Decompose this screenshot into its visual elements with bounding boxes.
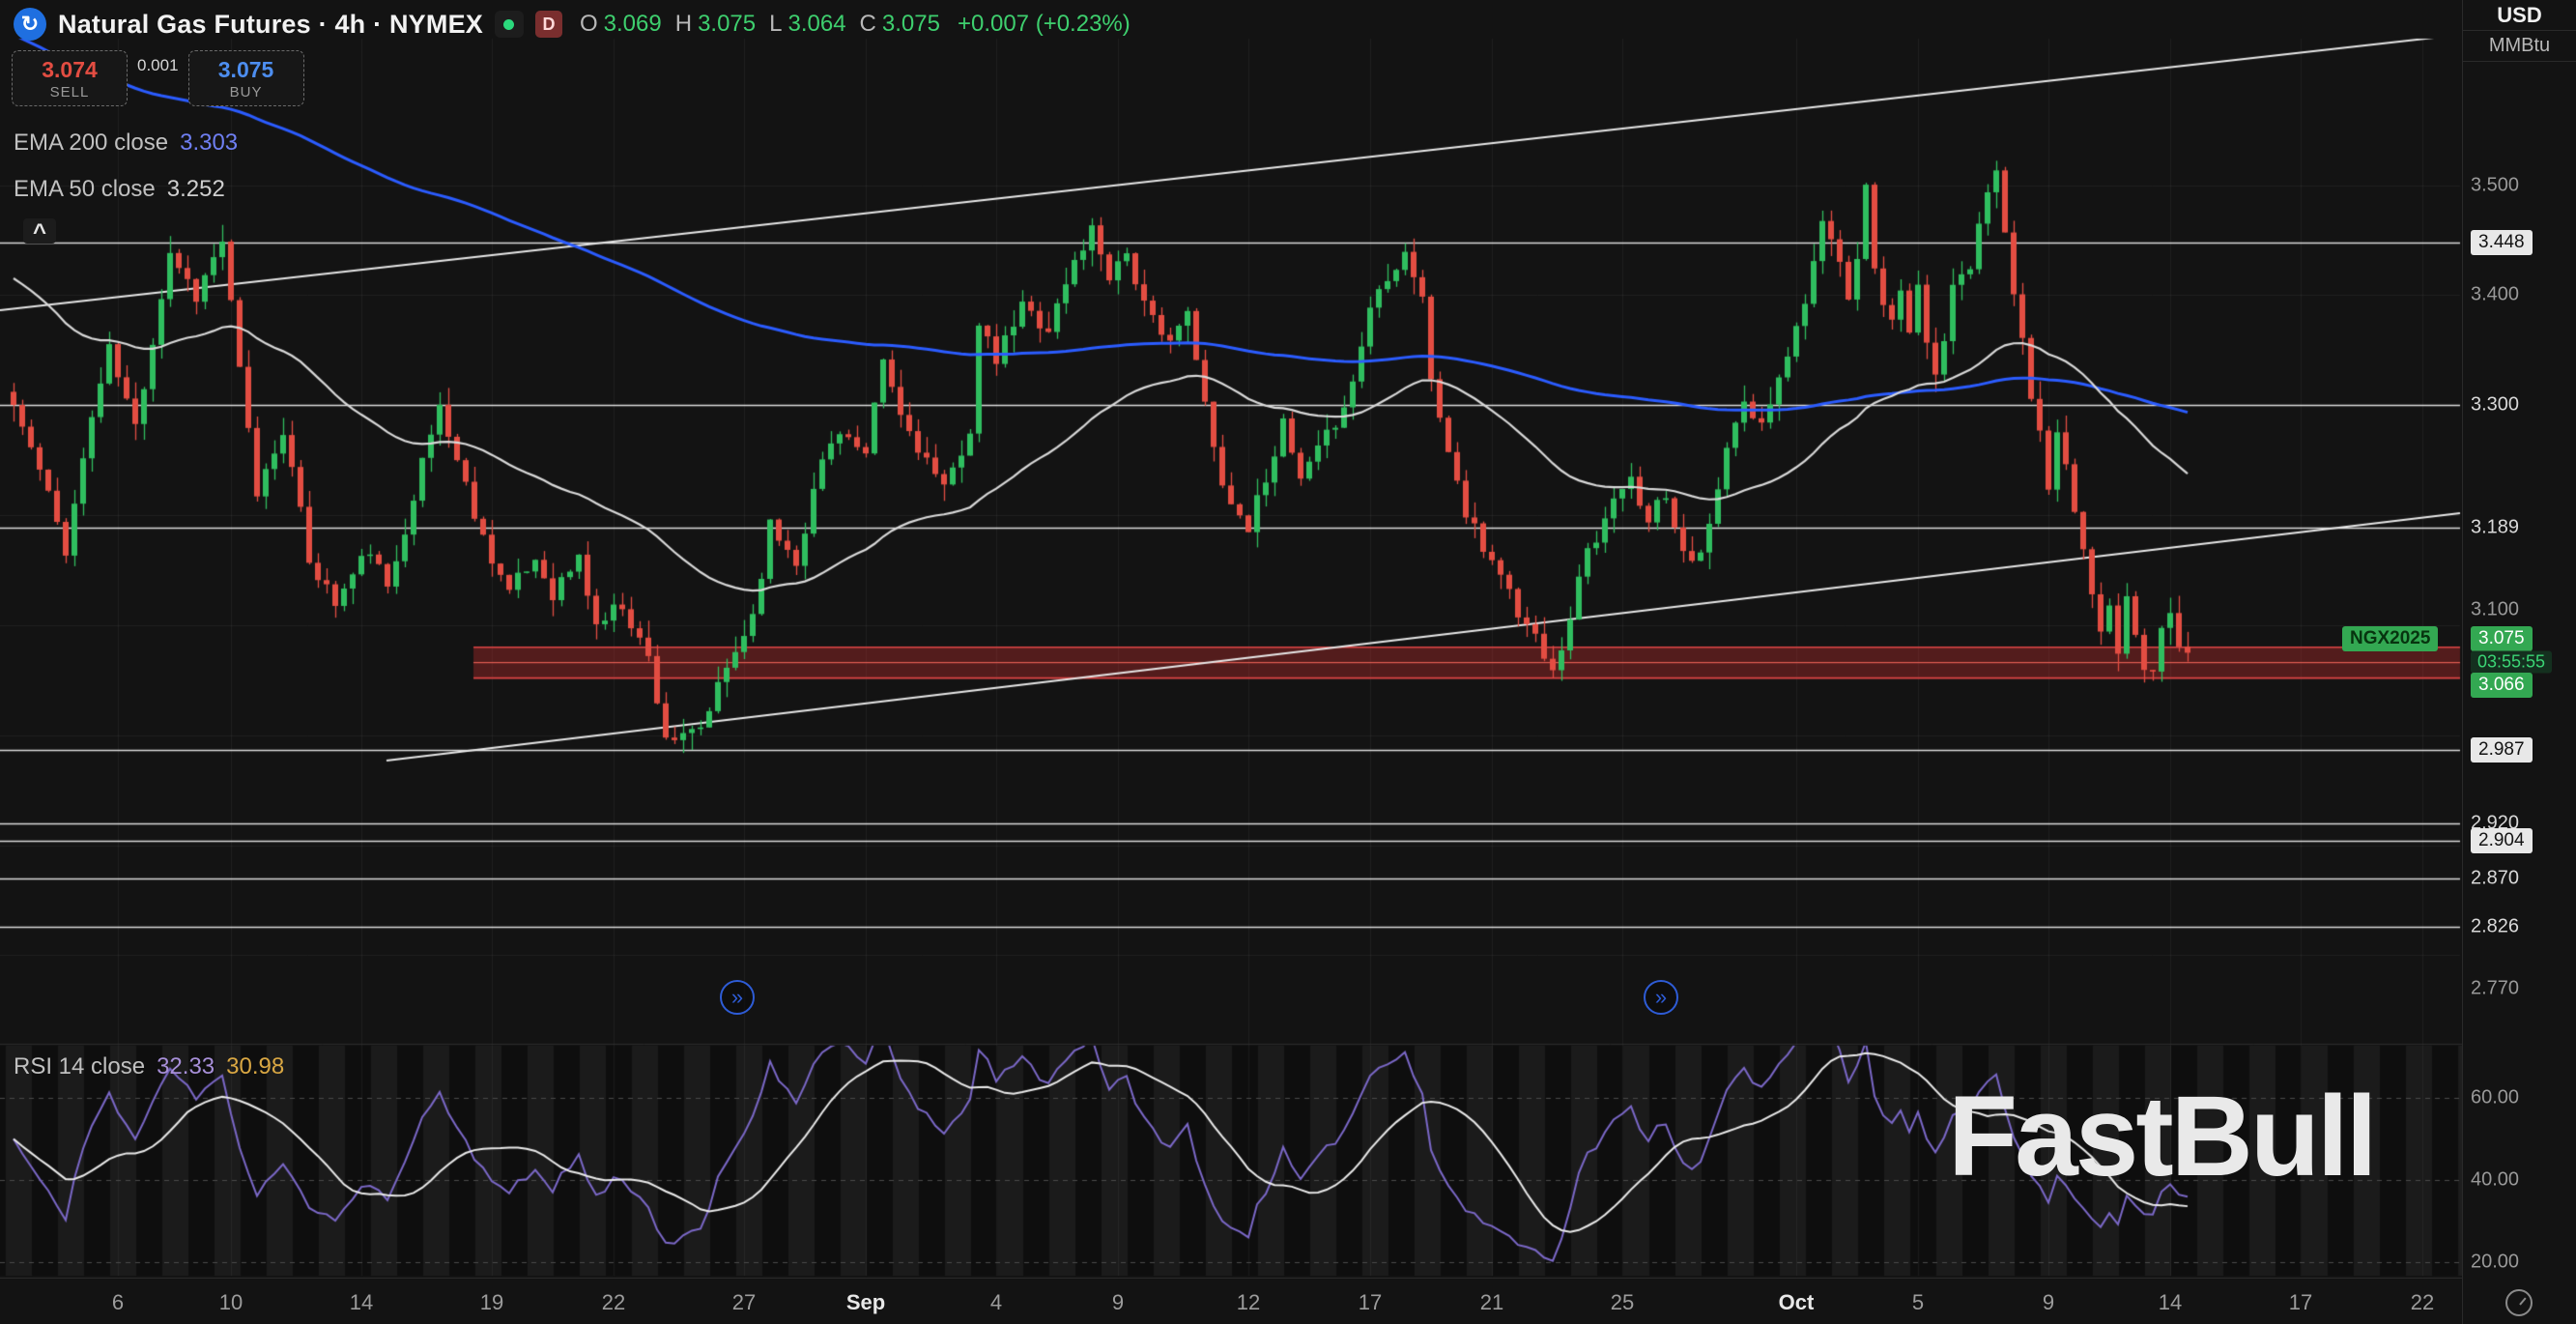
scroll-marker-icon[interactable]: »	[1644, 980, 1678, 1015]
collapse-chevron-icon[interactable]: ^	[23, 218, 56, 245]
market-open-dot-icon	[503, 18, 515, 30]
ema200-value: 3.303	[180, 130, 239, 156]
ema200-legend[interactable]: EMA 200 close 3.303	[14, 130, 238, 157]
price-line-label: 2.920	[2471, 812, 2520, 834]
ohlc-close-value: 3.075	[881, 11, 940, 37]
spread-value: 0.001	[137, 56, 179, 74]
time-axis-label: 9	[1111, 1290, 1125, 1314]
ohlc-low-label: L	[769, 11, 783, 37]
ema50-value: 3.252	[166, 176, 225, 202]
time-axis-label: 6	[111, 1290, 125, 1314]
sell-price: 3.074	[42, 56, 98, 82]
ohlc-high-label: H	[674, 11, 693, 37]
ohlc-low-value: 3.064	[787, 11, 846, 37]
timezone-clock-icon[interactable]	[2505, 1289, 2533, 1316]
time-axis-label: 14	[2158, 1290, 2183, 1314]
ema50-legend[interactable]: EMA 50 close 3.252	[14, 176, 225, 203]
rsi-label: RSI 14 close	[14, 1053, 146, 1079]
buy-price: 3.075	[217, 56, 274, 82]
price-tick-label: 3.500	[2471, 174, 2520, 196]
buy-button[interactable]: 3.075 BUY	[187, 50, 304, 106]
price-tick-label: 2.770	[2471, 977, 2520, 999]
time-axis-label: 5	[1911, 1290, 1925, 1314]
ohlc-readout: O 3.069 H 3.075 L 3.064 C 3.075 +0.007 (…	[580, 11, 1131, 38]
time-axis-label: 21	[1479, 1290, 1504, 1314]
time-axis-label: 17	[2288, 1290, 2313, 1314]
price-line-label: 2.904	[2471, 828, 2533, 854]
ema50-label: EMA 50 close	[14, 176, 156, 202]
price-line-label: 2.870	[2471, 867, 2520, 889]
time-axis-label: 22	[601, 1290, 626, 1314]
time-axis-label: 10	[218, 1290, 243, 1314]
sell-button[interactable]: 3.074 SELL	[12, 50, 128, 106]
time-axis-label: 14	[349, 1290, 374, 1314]
chart-header: ↻ Natural Gas Futures · 4h · NYMEX D O 3…	[14, 8, 1131, 41]
fastbull-watermark: FastBull	[1948, 1073, 2377, 1200]
contract-name-badge[interactable]: NGX2025	[2342, 626, 2439, 652]
ohlc-open-label: O	[579, 11, 598, 37]
time-axis-label: 22	[2410, 1290, 2435, 1314]
time-axis-label: 25	[1610, 1290, 1635, 1314]
rsi-axis-label: 20.00	[2471, 1251, 2520, 1273]
time-axis-label: 9	[2042, 1290, 2055, 1314]
price-line-label: 3.448	[2471, 229, 2533, 255]
clock-hand-icon	[2519, 1297, 2527, 1306]
time-axis-label: 19	[479, 1290, 504, 1314]
bar-countdown: 03:55:55	[2471, 650, 2553, 674]
sell-label: SELL	[49, 83, 90, 101]
axis-unit-label[interactable]: MMBtu	[2463, 31, 2576, 62]
price-line-label: 2.826	[2471, 915, 2520, 937]
contract-price-badge: 3.075	[2471, 626, 2533, 652]
contract-secondary-badge: 3.066	[2471, 673, 2533, 699]
ohlc-change-value: +0.007 (+0.23%)	[957, 11, 1131, 37]
time-axis-label: 17	[1358, 1290, 1383, 1314]
price-line-label: 3.189	[2471, 516, 2520, 538]
time-axis-label: Oct	[1778, 1290, 1815, 1314]
ohlc-open-value: 3.069	[603, 11, 662, 37]
price-axis[interactable]: USD MMBtu 3.500 3.400 3.100 2.770 3.448 3.300…	[2462, 0, 2576, 1324]
rsi-axis-label: 60.00	[2471, 1086, 2520, 1108]
symbol-title[interactable]: Natural Gas Futures · 4h · NYMEX	[58, 9, 483, 39]
ohlc-high-value: 3.075	[698, 11, 757, 37]
price-line-label: 2.987	[2471, 736, 2533, 763]
buy-label: BUY	[229, 83, 263, 101]
time-axis-label: 27	[731, 1290, 757, 1314]
fastbull-logo-icon[interactable]: ↻	[14, 8, 46, 41]
ohlc-close-label: C	[859, 11, 876, 37]
order-panel: 3.074 SELL 0.001 3.075 BUY	[12, 50, 304, 106]
rsi-ma-value: 30.98	[226, 1053, 285, 1079]
market-status-icon	[494, 11, 524, 38]
rsi-legend[interactable]: RSI 14 close 32.33 30.98	[14, 1053, 284, 1080]
axis-currency-label[interactable]: USD	[2463, 0, 2576, 31]
time-axis-label: Sep	[845, 1290, 886, 1314]
time-axis-label: 4	[989, 1290, 1003, 1314]
rsi-axis-label: 40.00	[2471, 1168, 2520, 1191]
price-tick-label: 3.100	[2471, 598, 2520, 620]
scroll-marker-icon[interactable]: »	[720, 980, 755, 1015]
rsi-value: 32.33	[157, 1053, 215, 1079]
ema200-label: EMA 200 close	[14, 130, 169, 156]
time-axis[interactable]: 6 10 14 19 22 27 Sep 4 9 12 17 21 25 Oct 5 9 14 17 22	[0, 1278, 2462, 1324]
interval-d-badge[interactable]: D	[534, 11, 562, 38]
price-line-label: 3.300	[2471, 393, 2520, 416]
price-tick-label: 3.400	[2471, 283, 2520, 305]
time-axis-label: 12	[1236, 1290, 1261, 1314]
